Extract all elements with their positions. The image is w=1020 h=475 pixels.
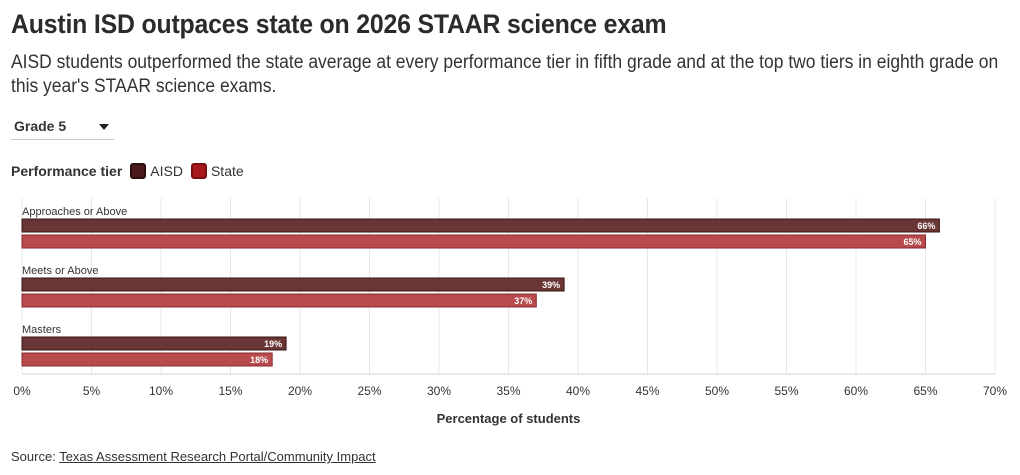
x-tick-label: 55%	[774, 384, 798, 398]
x-tick-label: 40%	[566, 384, 590, 398]
x-axis-title: Percentage of students	[437, 411, 581, 426]
x-tick-label: 65%	[913, 384, 937, 398]
category-label: Approaches or Above	[22, 206, 127, 218]
legend: Performance tier AISD State	[11, 161, 252, 181]
x-tick-label: 35%	[496, 384, 520, 398]
legend-item-aisd: AISD	[130, 163, 183, 179]
x-tick-label: 10%	[149, 384, 173, 398]
source-note: Source: Texas Assessment Research Portal…	[11, 449, 376, 464]
data-label: 19%	[264, 339, 282, 349]
data-label: 39%	[542, 280, 560, 290]
bar-aisd	[21, 218, 940, 233]
bar-aisd	[21, 277, 565, 292]
x-tick-label: 60%	[844, 384, 868, 398]
x-tick-label: 5%	[83, 384, 101, 398]
bar-state	[21, 352, 273, 367]
data-label: 65%	[903, 237, 921, 247]
legend-swatch-aisd	[130, 163, 147, 179]
source-prefix: Source:	[11, 449, 56, 464]
x-tick-label: 45%	[635, 384, 659, 398]
grade-select-dropdown[interactable]: Grade 5	[11, 115, 114, 140]
chevron-down-icon	[99, 124, 109, 130]
x-tick-label: 30%	[427, 384, 451, 398]
x-tick-label: 25%	[357, 384, 381, 398]
x-tick-label: 50%	[705, 384, 729, 398]
category-label: Masters	[22, 324, 62, 336]
category-label: Meets or Above	[22, 265, 98, 277]
x-tick-label: 20%	[288, 384, 312, 398]
legend-label-state: State	[210, 163, 244, 179]
legend-item-state: State	[190, 163, 244, 179]
bar-state	[21, 234, 926, 249]
data-label: 18%	[250, 355, 268, 365]
source-link[interactable]: Texas Assessment Research Portal/Communi…	[59, 449, 376, 464]
chart-title: Austin ISD outpaces state on 2026 STAAR …	[11, 9, 667, 39]
x-tick-label: 0%	[13, 384, 31, 398]
bar-state	[21, 293, 537, 308]
legend-label-aisd: AISD	[150, 163, 183, 179]
x-tick-label: 70%	[983, 384, 1007, 398]
data-label: 37%	[514, 296, 532, 306]
grade-select-value: Grade 5	[14, 118, 67, 134]
chart-subtitle: AISD students outperformed the state ave…	[11, 52, 999, 97]
legend-swatch-state	[190, 163, 207, 179]
bar-aisd	[21, 336, 287, 351]
data-label: 66%	[917, 221, 935, 231]
bar-chart: Approaches or Above 66% 65% Meets or Above 3…	[13, 198, 1007, 426]
x-tick-label: 15%	[218, 384, 242, 398]
legend-title: Performance tier	[11, 163, 123, 179]
